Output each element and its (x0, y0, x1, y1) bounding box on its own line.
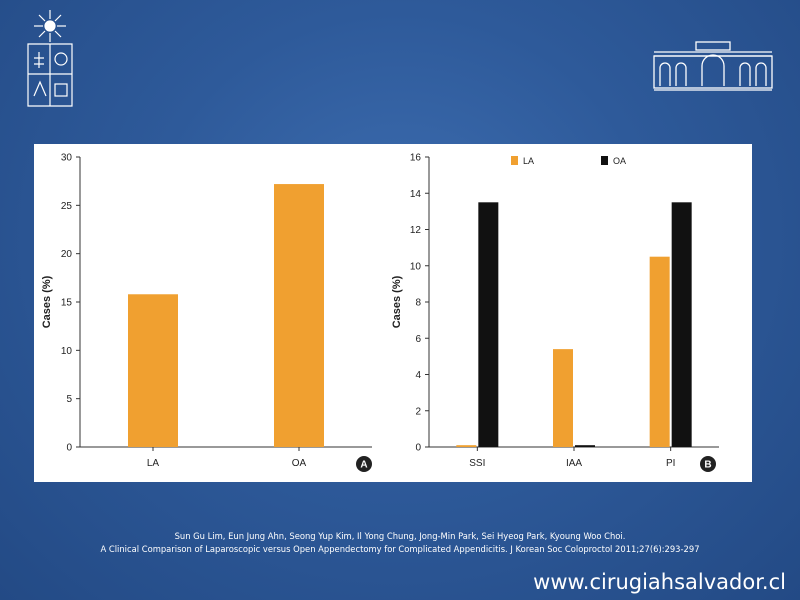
legend-swatch-oa (601, 156, 608, 165)
y-tick-label: 2 (415, 406, 421, 417)
citation: Sun Gu Lim, Eun Jung Ahn, Seong Yup Kim,… (0, 530, 800, 556)
y-tick-label: 15 (61, 298, 73, 309)
university-shield-logo (27, 10, 73, 107)
chart-b: 0 2 4 6 8 10 12 14 16 Cases (%) SSI IAA PI LA OA B (391, 153, 719, 472)
x-tick-label: LA (147, 458, 160, 469)
bar-la-ssi (456, 445, 477, 447)
legend-label-oa: OA (613, 156, 626, 166)
y-tick-label: 0 (66, 443, 72, 454)
y-tick-label: 5 (66, 394, 72, 405)
building-facade-logo (653, 41, 773, 91)
x-tick-label: SSI (469, 458, 485, 469)
y-axis-label: Cases (%) (41, 275, 53, 328)
y-tick-label: 14 (410, 189, 422, 200)
bar-oa-pi (671, 202, 692, 447)
bar-la-iaa (553, 349, 573, 447)
charts-svg: 0 5 10 15 20 25 30 Cases (%) LA OA A 0 2 4 6 8 10 12 14 16 C… (41, 153, 719, 472)
y-tick-label: 6 (415, 334, 421, 345)
bar-oa-ssi (478, 202, 499, 447)
y-tick-label: 10 (410, 261, 422, 272)
y-tick-label: 16 (410, 153, 422, 164)
bar-oa (274, 184, 324, 448)
x-tick-label: IAA (566, 458, 582, 469)
y-axis-label: Cases (%) (391, 275, 403, 328)
x-tick-label: OA (292, 458, 307, 469)
citation-authors: Sun Gu Lim, Eun Jung Ahn, Seong Yup Kim,… (174, 531, 626, 541)
y-tick-label: 4 (415, 370, 421, 381)
y-tick-label: 25 (61, 201, 73, 212)
legend-label-la: LA (523, 156, 534, 166)
panel-label-a: A (360, 460, 367, 471)
chart-a: 0 5 10 15 20 25 30 Cases (%) LA OA A (41, 153, 372, 472)
website-url: www.cirugiahsalvador.cl (533, 570, 786, 594)
y-tick-label: 10 (61, 346, 73, 357)
bar-la (128, 294, 178, 447)
y-tick-label: 12 (410, 225, 422, 236)
bar-la-pi (649, 256, 670, 447)
panel-badge-b (700, 456, 716, 472)
legend-swatch-la (511, 156, 518, 165)
y-tick-label: 20 (61, 249, 73, 260)
panel-label-b: B (704, 460, 711, 471)
y-tick-label: 30 (61, 153, 73, 164)
y-tick-label: 0 (415, 443, 421, 454)
panel-badge-a (356, 456, 372, 472)
chart-panel: 0 5 10 15 20 25 30 Cases (%) LA OA A 0 2 4 6 8 10 12 14 16 C… (34, 144, 752, 482)
citation-reference: A Clinical Comparison of Laparoscopic ve… (100, 544, 700, 554)
x-tick-label: PI (666, 458, 675, 469)
bar-oa-iaa (575, 445, 595, 447)
y-tick-label: 8 (415, 298, 421, 309)
